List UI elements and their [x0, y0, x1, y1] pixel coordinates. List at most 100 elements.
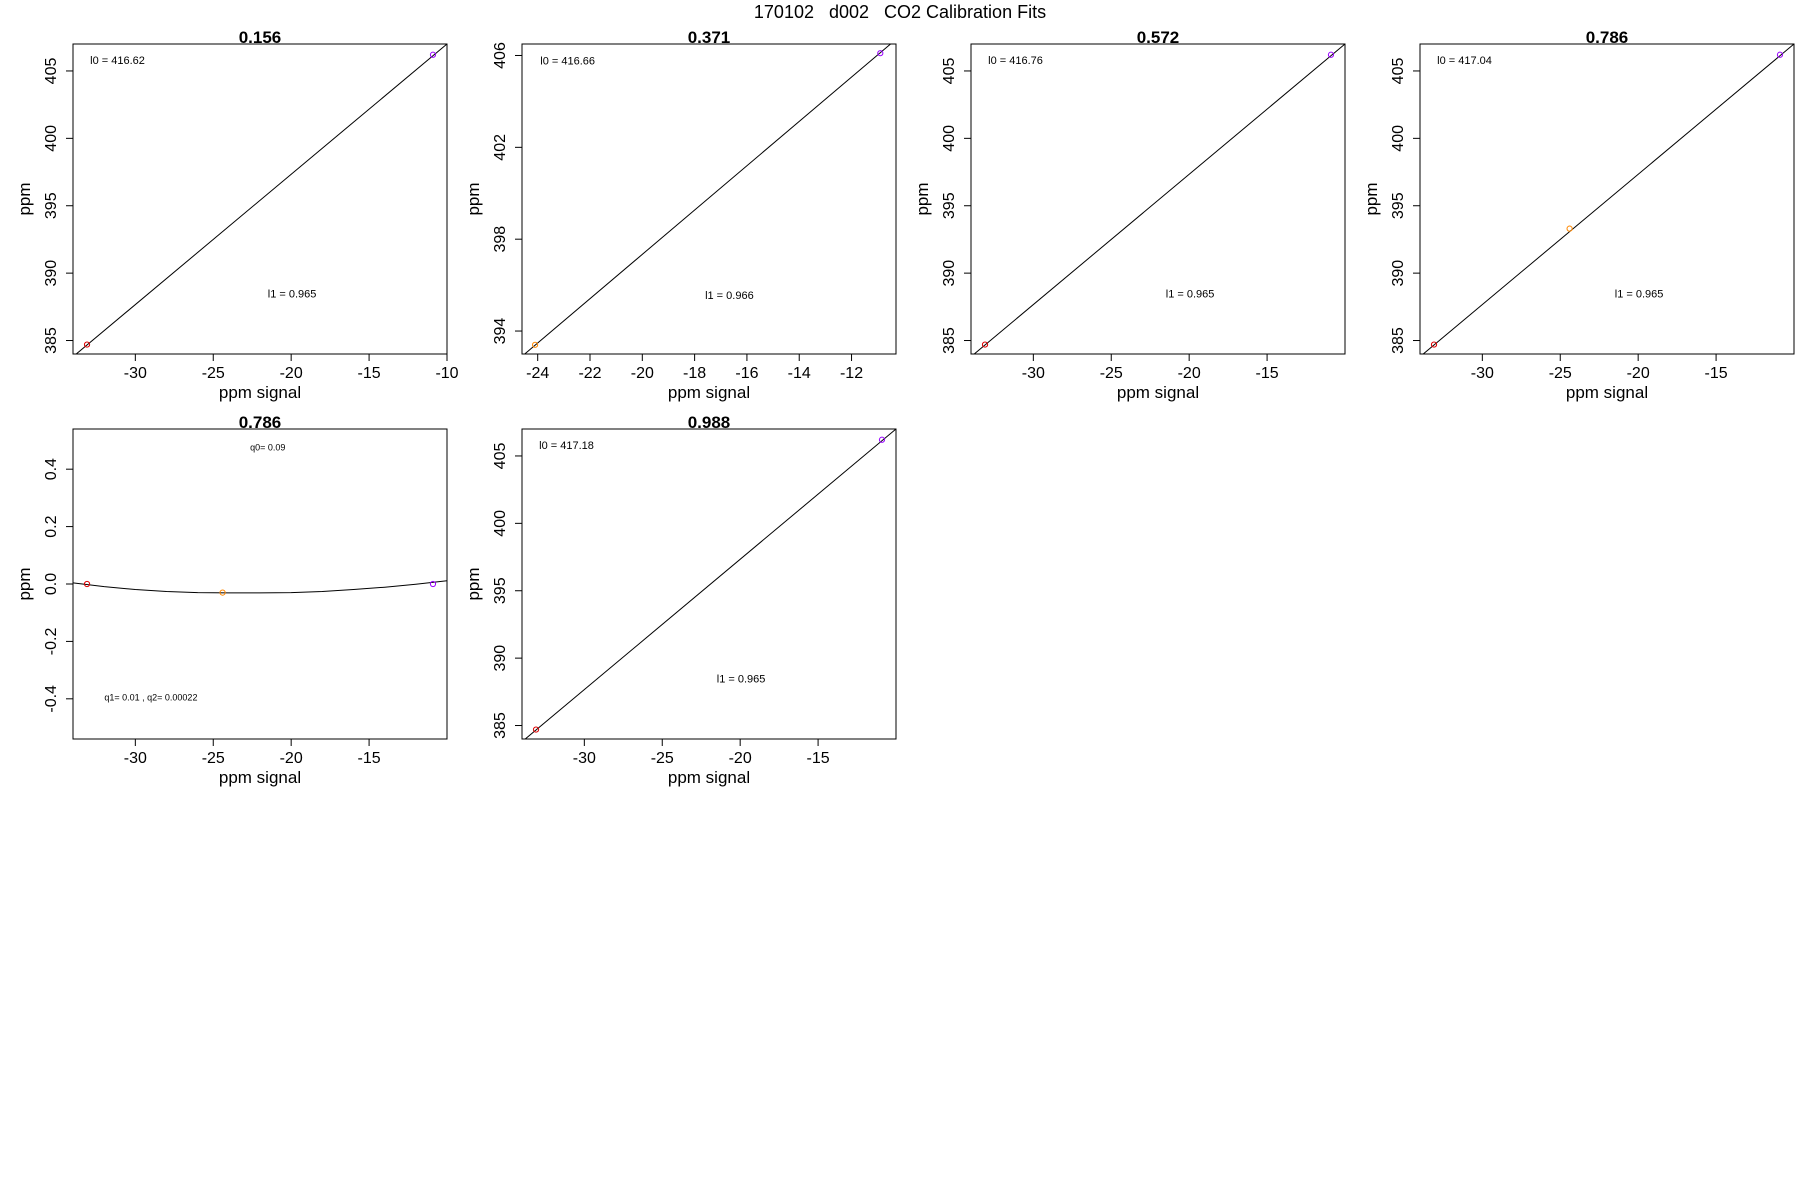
panel-title: 0.371 [688, 28, 731, 47]
fit-annotation: l1 = 0.965 [1166, 288, 1215, 300]
y-tick-label: 390 [492, 645, 509, 672]
plot-frame [521, 43, 897, 355]
data-point [1430, 341, 1438, 348]
chart-panel-3: 0.572 -30 -25 -20 -15 ppm signal 385 390 395 400 4… [913, 28, 1346, 402]
x-tick-label: -16 [735, 365, 758, 382]
y-tick-label: 398 [492, 226, 509, 253]
x-tick-label: -14 [788, 365, 811, 382]
data-point [878, 436, 886, 443]
panel-title: 0.786 [239, 413, 282, 432]
y-tick-label: 390 [941, 260, 958, 287]
y-tick-label: 395 [1390, 192, 1407, 219]
x-tick-label: -15 [1705, 365, 1728, 382]
x-tick-label: -20 [631, 365, 654, 382]
data-point [429, 51, 437, 58]
data-point [219, 589, 226, 596]
fit-annotation: l1 = 0.965 [717, 673, 766, 685]
y-tick-label: 406 [492, 42, 509, 69]
fit-annotation: q1= 0.01 , q2= 0.00022 [104, 692, 197, 702]
fit-line [75, 44, 447, 354]
y-tick-label: 0.0 [43, 573, 60, 595]
x-tick-label: -20 [280, 750, 303, 767]
x-tick-label: -22 [578, 365, 601, 382]
fit-line [973, 44, 1345, 354]
x-tick-label: -18 [683, 365, 706, 382]
fit-line [1422, 44, 1794, 354]
data-point [877, 50, 884, 57]
fit-annotation: l0 = 416.76 [988, 55, 1043, 67]
chart-panel-4: 0.786 -30 -25 -20 -15 ppm signal 385 390 395 400 4… [1362, 28, 1795, 402]
y-tick-label: 405 [43, 58, 60, 85]
data-point [981, 341, 989, 348]
panel-title: 0.988 [688, 413, 731, 432]
x-tick-label: -25 [202, 365, 225, 382]
x-axis-label: ppm signal [1117, 383, 1199, 402]
y-tick-label: 394 [492, 318, 509, 345]
fit-annotation: l1 = 0.965 [1615, 288, 1664, 300]
y-tick-label: -0.4 [43, 685, 60, 713]
fit-annotation: l1 = 0.965 [268, 288, 317, 300]
x-tick-label: -25 [1549, 365, 1572, 382]
x-tick-label: -25 [651, 750, 674, 767]
x-tick-label: -20 [1627, 365, 1650, 382]
y-tick-label: 400 [43, 125, 60, 152]
fit-line [523, 44, 892, 354]
y-tick-label: 405 [941, 58, 958, 85]
x-tick-label: -10 [435, 365, 458, 382]
y-tick-label: 400 [941, 125, 958, 152]
data-layer [973, 44, 1345, 354]
data-layer [1422, 44, 1794, 354]
y-tick-label: 390 [43, 260, 60, 287]
x-tick-label: -30 [573, 750, 596, 767]
x-tick-label: -30 [1022, 365, 1045, 382]
chart-panel-2: 0.371 -24 -22 -20 -18 -16 -14 -12 ppm signal 394 3… [464, 28, 897, 402]
data-layer [524, 429, 896, 739]
x-tick-label: -20 [729, 750, 752, 767]
y-tick-label: 385 [492, 712, 509, 739]
x-tick-label: -15 [807, 750, 830, 767]
fit-annotation: l0 = 417.04 [1437, 55, 1492, 67]
x-tick-label: -30 [124, 750, 147, 767]
chart-panel-1: 0.156 -30 -25 -20 -15 -10 ppm signal 385 390 395 4… [15, 28, 459, 402]
panel-title: 0.572 [1137, 28, 1180, 47]
y-tick-label: 400 [1390, 125, 1407, 152]
x-axis-label: ppm signal [219, 768, 301, 787]
panel-title: 0.786 [1586, 28, 1629, 47]
x-tick-label: -15 [358, 750, 381, 767]
data-point [83, 580, 91, 588]
x-tick-label: -30 [124, 365, 147, 382]
y-axis-label: ppm [464, 182, 483, 215]
x-tick-label: -24 [526, 365, 549, 382]
chart-panel-5: 0.786 -30 -25 -20 -15 ppm signal -0.4 -0.2 0.0 0.… [15, 413, 448, 787]
data-layer [523, 44, 892, 354]
y-tick-label: -0.2 [43, 628, 60, 656]
data-point [532, 726, 540, 733]
y-tick-label: 405 [1390, 58, 1407, 85]
data-layer [75, 44, 447, 354]
data-point [83, 341, 91, 348]
x-axis-label: ppm signal [1566, 383, 1648, 402]
x-tick-label: -30 [1471, 365, 1494, 382]
y-axis-label: ppm [15, 567, 34, 600]
y-tick-label: 385 [43, 327, 60, 354]
y-tick-label: 395 [941, 192, 958, 219]
data-point [1327, 51, 1335, 58]
fit-annotation: l0 = 416.66 [540, 56, 595, 68]
fit-annotation: q0= 0.09 [250, 443, 285, 453]
data-point [531, 341, 539, 348]
data-point [429, 580, 437, 588]
y-axis-label: ppm [464, 567, 483, 600]
figure-title: 170102 d002 CO2 Calibration Fits [753, 2, 1047, 22]
y-axis-label: ppm [15, 182, 34, 215]
y-tick-label: 385 [1390, 327, 1407, 354]
fit-annotation: l1 = 0.966 [705, 290, 754, 302]
fit-curve [73, 580, 447, 594]
x-tick-label: -20 [280, 365, 303, 382]
y-tick-label: 395 [43, 192, 60, 219]
y-tick-label: 400 [492, 510, 509, 537]
x-axis-label: ppm signal [219, 383, 301, 402]
panel-title: 0.156 [239, 28, 282, 47]
x-tick-label: -12 [840, 365, 863, 382]
y-tick-label: 395 [492, 577, 509, 604]
y-tick-label: 402 [492, 134, 509, 161]
